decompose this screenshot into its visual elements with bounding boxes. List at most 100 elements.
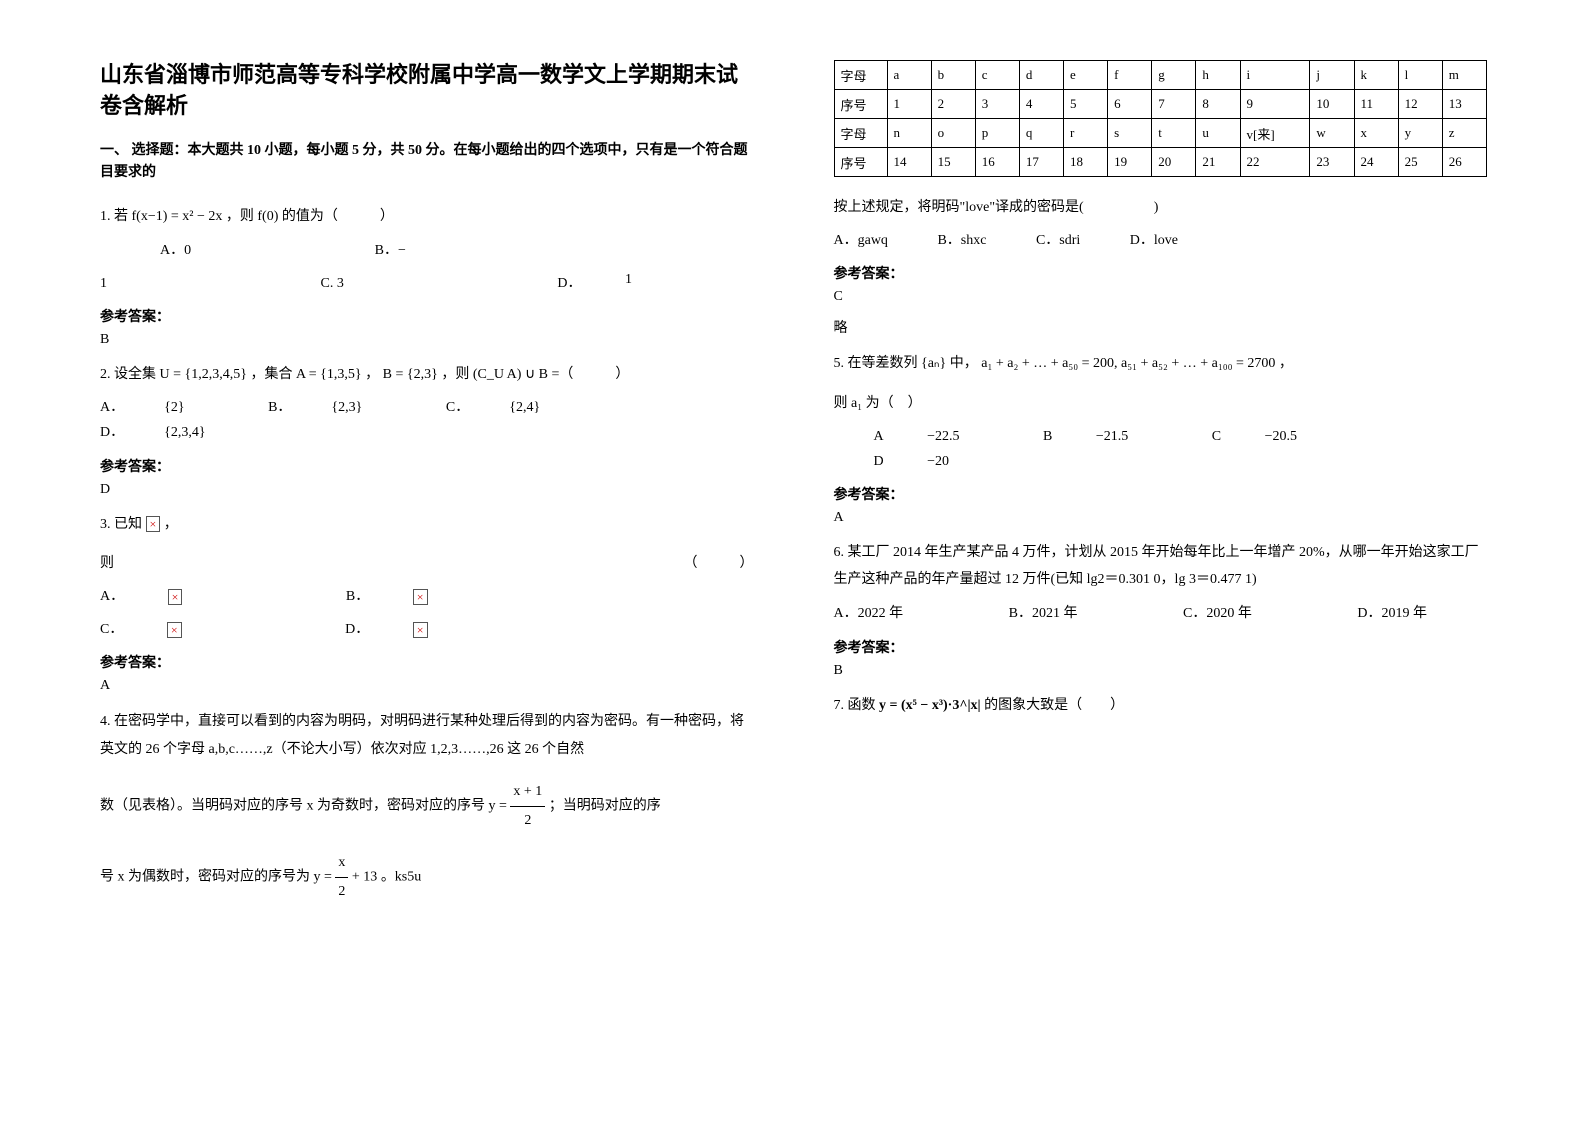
table-cell: v[来] bbox=[1240, 119, 1310, 148]
q5-eq1: a₁ + a₂ + … + a₅₀ = 200, a₅₁ + a₅₂ + … +… bbox=[981, 356, 1275, 371]
table-cell: o bbox=[931, 119, 975, 148]
table-cell: 7 bbox=[1152, 90, 1196, 119]
q2-answer: D bbox=[100, 482, 754, 498]
table-cell: 1 bbox=[887, 90, 931, 119]
q2-optA: A．{2} bbox=[100, 395, 225, 420]
q2-optD-val: {2,3,4} bbox=[164, 420, 205, 445]
q1-optC: C. 3 bbox=[321, 271, 344, 296]
q4-optC: C．sdri bbox=[1036, 228, 1080, 253]
question-2: 2. 设全集 U = {1,2,3,4,5} ，集合 A = {1,3,5} ，… bbox=[100, 362, 754, 387]
question-3-line2: 则 （ ） bbox=[100, 551, 754, 576]
q5-seq: {aₙ} bbox=[921, 356, 946, 371]
question-7: 7. 函数 y = (x⁵ − x³)·3^|x| 的图象大致是（ ） bbox=[834, 693, 1488, 718]
table-cell: b bbox=[931, 61, 975, 90]
q6-options: A．2022 年 B．2021 年 C．2020 年 D．2019 年 bbox=[834, 601, 1488, 626]
page-title: 山东省淄博市师范高等专科学校附属中学高一数学文上学期期末试卷含解析 bbox=[100, 60, 754, 122]
q2-optA-label: A． bbox=[100, 395, 124, 420]
q1-prefix: 1. 若 bbox=[100, 209, 132, 224]
q5-line2-suffix: 为（ ） bbox=[866, 396, 922, 411]
q4-omit: 略 bbox=[834, 317, 1488, 337]
table-cell: y bbox=[1398, 119, 1442, 148]
q2-mid1: ，集合 bbox=[250, 367, 296, 382]
q1-suffix: 的值为（ ） bbox=[282, 209, 394, 224]
q4-p2a: 数（见表格）。当明码对应的序号 x 为奇数时，密码对应的序号 bbox=[100, 799, 489, 814]
q4-answer-label: 参考答案： bbox=[834, 263, 1488, 283]
q4-frac1: y = x + 1 2 bbox=[489, 778, 546, 835]
cipher-table: 字母 a b c d e f g h i j k l m 序号 1 2 3 4 bbox=[834, 60, 1488, 177]
table-cell: 24 bbox=[1354, 148, 1398, 177]
q5-optC-label: C bbox=[1212, 424, 1221, 449]
q6-optC: C．2020 年 bbox=[1183, 601, 1252, 626]
q5-options: A −22.5 B −21.5 C −20.5 D −20 bbox=[834, 424, 1488, 474]
q2-mid3: ，则 bbox=[441, 367, 473, 382]
table-cell: u bbox=[1196, 119, 1240, 148]
q4-answer: C bbox=[834, 289, 1488, 305]
table-cell: 15 bbox=[931, 148, 975, 177]
q3-prefix: 3. 已知 bbox=[100, 517, 146, 532]
q4-frac2: y = x 2 + 13 bbox=[314, 849, 378, 906]
q3-answer: A bbox=[100, 678, 754, 694]
q5-prefix: 5. 在等差数列 bbox=[834, 356, 922, 371]
q2-expr: (C_U A) ∪ B bbox=[473, 367, 548, 382]
q6-answer-label: 参考答案： bbox=[834, 637, 1488, 657]
table-cell: 3 bbox=[975, 90, 1019, 119]
q2-options: A．{2} B．{2,3} C．{2,4} D．{2,3,4} bbox=[100, 395, 754, 445]
table-cell: i bbox=[1240, 61, 1310, 90]
q2-mid2: ， bbox=[365, 367, 379, 382]
table-cell: z bbox=[1442, 119, 1486, 148]
q5-mid: 中， bbox=[950, 356, 978, 371]
table-cell: c bbox=[975, 61, 1019, 90]
q1-optD-label: D． bbox=[557, 271, 581, 296]
q4-optB: B．shxc bbox=[937, 228, 986, 253]
q1-optD-val: 1 bbox=[625, 267, 632, 292]
table-cell: m bbox=[1442, 61, 1486, 90]
table-cell: 10 bbox=[1310, 90, 1354, 119]
table-cell: 20 bbox=[1152, 148, 1196, 177]
q2-suffix: =（ ） bbox=[552, 367, 630, 382]
question-1: 1. 若 f(x−1) = x² − 2x ，则 f(0) 的值为（ ） bbox=[100, 204, 754, 229]
q4-p3a: 号 x 为偶数时，密码对应的序号为 bbox=[100, 870, 314, 885]
table-cell: r bbox=[1064, 119, 1108, 148]
table-cell: j bbox=[1310, 61, 1354, 90]
q5-a1: a₁ bbox=[851, 396, 862, 411]
question-4-p1: 4. 在密码学中，直接可以看到的内容为明码，对明码进行某种处理后得到的内容为密码… bbox=[100, 708, 754, 764]
q6-optD: D．2019 年 bbox=[1357, 601, 1427, 626]
q4-optD: D．love bbox=[1130, 228, 1178, 253]
q5-optA-val: −22.5 bbox=[927, 424, 959, 449]
table-row: 序号 14 15 16 17 18 19 20 21 22 23 24 25 2… bbox=[834, 148, 1487, 177]
table-cell: x bbox=[1354, 119, 1398, 148]
q3-options-row2: C． × D． × bbox=[100, 617, 754, 642]
q2-answer-label: 参考答案： bbox=[100, 456, 754, 476]
q5-line2-prefix: 则 bbox=[834, 396, 852, 411]
table-cell: w bbox=[1310, 119, 1354, 148]
table-cell: d bbox=[1019, 61, 1063, 90]
table-cell: a bbox=[887, 61, 931, 90]
question-5-line2: 则 a₁ 为（ ） bbox=[834, 391, 1488, 416]
q5-optD-label: D bbox=[874, 449, 884, 474]
q2-optC-val: {2,4} bbox=[509, 395, 540, 420]
q2-prefix: 2. 设全集 bbox=[100, 367, 160, 382]
q3-labelB: B． bbox=[346, 584, 369, 609]
q1-mid: ，则 bbox=[226, 209, 258, 224]
q4-frac2-den: 2 bbox=[335, 878, 348, 906]
table-hdr-letter: 字母 bbox=[834, 119, 887, 148]
q1-expr2: f(0) bbox=[257, 209, 278, 224]
q1-options-row2: 1 C. 3 D． 1 bbox=[100, 271, 754, 296]
table-cell: 23 bbox=[1310, 148, 1354, 177]
table-hdr-index: 序号 bbox=[834, 148, 887, 177]
q2-optD: D．{2,3,4} bbox=[100, 420, 246, 445]
q6-optA: A．2022 年 bbox=[834, 601, 904, 626]
table-cell: 9 bbox=[1240, 90, 1310, 119]
question-5-line1: 5. 在等差数列 {aₙ} 中， a₁ + a₂ + … + a₅₀ = 200… bbox=[834, 351, 1488, 376]
q7-prefix: 7. 函数 bbox=[834, 698, 880, 713]
table-cell: g bbox=[1152, 61, 1196, 90]
q5-optC: C −20.5 bbox=[1212, 424, 1337, 449]
q5-optC-val: −20.5 bbox=[1265, 424, 1297, 449]
table-cell: p bbox=[975, 119, 1019, 148]
q1-options-row1: A．0 B．− bbox=[100, 238, 754, 263]
q2-optB-label: B． bbox=[268, 395, 291, 420]
q4-frac2-num: x bbox=[335, 849, 348, 878]
broken-image-icon: × bbox=[168, 589, 183, 605]
table-cell: 22 bbox=[1240, 148, 1310, 177]
q3-optC: C． × bbox=[100, 617, 222, 642]
